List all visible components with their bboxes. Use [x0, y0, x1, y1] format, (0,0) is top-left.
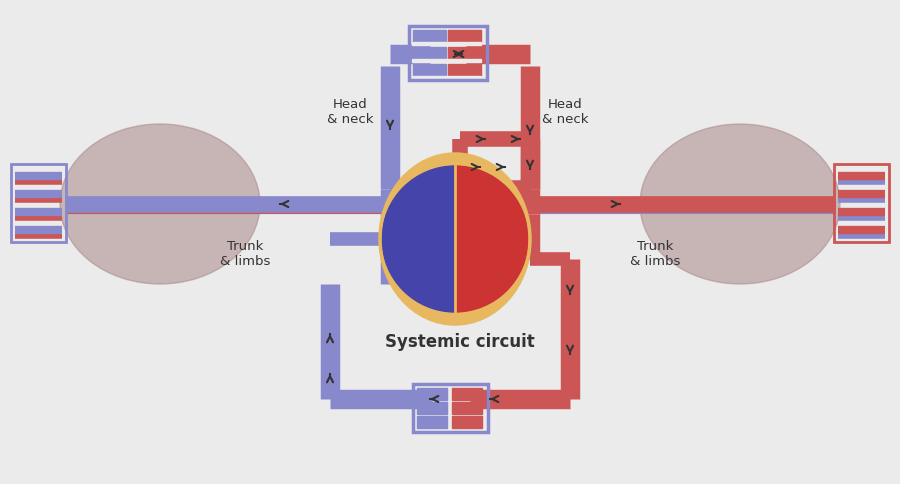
Wedge shape: [455, 166, 528, 312]
Text: Systemic circuit: Systemic circuit: [385, 333, 535, 351]
Bar: [448, 47, 481, 59]
Bar: [413, 64, 446, 76]
Bar: [452, 416, 482, 428]
Text: Head
& neck: Head & neck: [542, 98, 589, 126]
Bar: [834, 164, 889, 242]
Text: Trunk
& limbs: Trunk & limbs: [220, 240, 270, 268]
Bar: [452, 402, 482, 414]
Ellipse shape: [380, 154, 530, 324]
Bar: [11, 164, 66, 242]
Wedge shape: [382, 166, 455, 312]
Bar: [413, 384, 488, 432]
Text: Trunk
& limbs: Trunk & limbs: [630, 240, 680, 268]
Bar: [409, 26, 487, 80]
Bar: [413, 47, 446, 59]
Bar: [448, 64, 481, 76]
Bar: [412, 42, 481, 45]
Bar: [417, 402, 447, 414]
Bar: [412, 76, 481, 78]
Bar: [413, 30, 446, 42]
Bar: [452, 388, 482, 400]
Bar: [412, 59, 481, 61]
Text: Head
& neck: Head & neck: [327, 98, 374, 126]
Bar: [448, 30, 481, 42]
Bar: [417, 388, 447, 400]
Ellipse shape: [60, 124, 260, 284]
Ellipse shape: [640, 124, 840, 284]
Bar: [417, 416, 447, 428]
